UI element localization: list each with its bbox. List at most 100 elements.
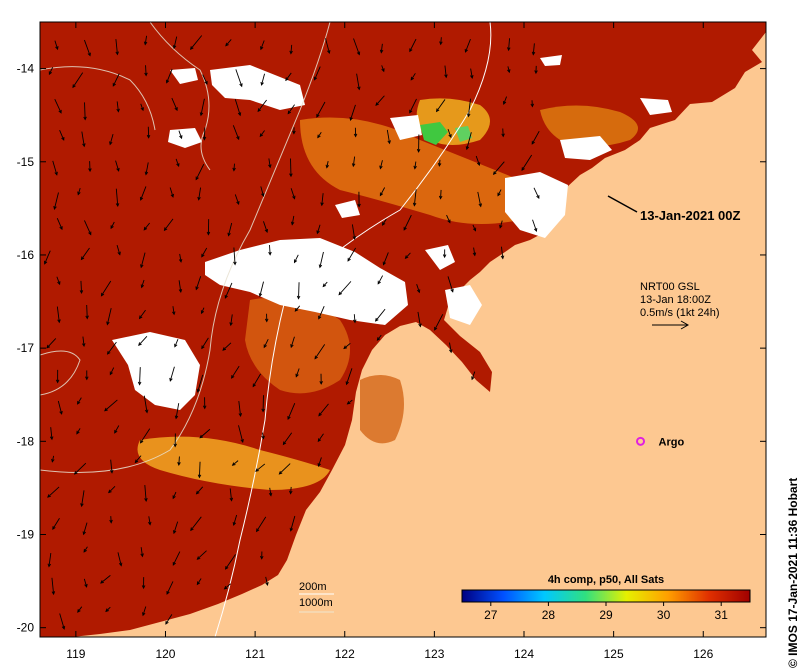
current-vector-head [282, 441, 287, 446]
current-vector-head [252, 383, 256, 388]
current-vector-head [382, 261, 387, 266]
current-vector [140, 428, 151, 444]
current-vector [409, 38, 417, 52]
current-vector-head [118, 562, 123, 567]
current-vector-head [289, 527, 294, 532]
current-vector-head [346, 401, 351, 405]
current-vector [52, 160, 58, 175]
current-vector-head [465, 146, 470, 151]
current-vector [261, 73, 265, 86]
title-leader-line [607, 195, 638, 213]
current-vector [521, 154, 533, 171]
current-vector [47, 486, 60, 498]
current-vector [379, 160, 383, 169]
current-vector-head [530, 103, 535, 108]
current-vector [263, 339, 269, 348]
current-vector-head [179, 135, 183, 140]
current-vector [190, 35, 203, 50]
current-vector [233, 247, 236, 265]
current-vector [316, 224, 321, 234]
current-vector-head [317, 438, 322, 443]
current-vector [353, 38, 360, 55]
sst-patch-green [420, 122, 448, 145]
current-vector-head [227, 232, 231, 237]
current-vector-head [206, 231, 211, 236]
current-vector [252, 373, 261, 387]
current-vector-head [314, 355, 318, 360]
current-vector-head [143, 41, 148, 46]
current-vector [110, 221, 115, 229]
current-vector [287, 403, 296, 420]
current-vector-head [416, 148, 421, 153]
current-vector [59, 129, 65, 141]
current-vector [238, 425, 244, 443]
current-vector [380, 43, 383, 53]
current-vector-head [536, 195, 540, 200]
current-vector [269, 487, 272, 496]
current-vector-head [61, 136, 65, 141]
current-vector [268, 158, 271, 168]
current-vector-head [172, 45, 177, 50]
current-vector [104, 399, 118, 412]
current-vector-head [173, 530, 177, 535]
current-vector [269, 244, 271, 255]
current-vector-head [174, 343, 178, 348]
current-vector-head [82, 343, 86, 348]
current-vector-head [199, 434, 204, 439]
current-vector-head [260, 81, 264, 86]
current-vector-head [195, 176, 199, 181]
bathymetry-contour-1000m [149, 22, 211, 171]
current-vector [134, 455, 142, 463]
current-vector [116, 245, 121, 255]
current-vector [290, 188, 296, 199]
bathymetry-contour-1000m [40, 66, 156, 131]
current-vector-head [140, 553, 144, 558]
current-vector [410, 73, 416, 81]
current-vector [294, 305, 301, 312]
current-vector-head [201, 345, 205, 350]
current-vector-head [201, 253, 205, 258]
current-vector [232, 125, 240, 140]
current-vector [196, 486, 204, 495]
current-vector-head [172, 561, 176, 566]
current-vector-head [502, 100, 507, 105]
current-vector [413, 189, 417, 206]
current-vector [224, 583, 231, 590]
current-vector-head [229, 497, 234, 502]
current-vector-head [289, 50, 293, 55]
current-vector [467, 98, 471, 117]
current-vector-head [379, 165, 383, 170]
cloud-mask [335, 200, 360, 218]
x-tick-label: 123 [424, 647, 444, 661]
current-vector-head [381, 68, 385, 73]
colorbar-tick-label: 28 [542, 608, 556, 622]
current-vector [143, 395, 148, 413]
current-vector [173, 521, 179, 534]
current-vector [255, 463, 266, 472]
current-vector-head [202, 405, 207, 410]
current-vector-head [255, 468, 259, 472]
current-vector-head [59, 226, 63, 231]
current-vector-head [51, 591, 56, 596]
current-vector [260, 186, 264, 197]
current-vector [434, 314, 444, 331]
cloud-mask [170, 68, 198, 84]
current-vector [436, 99, 446, 112]
current-vector-head [403, 226, 407, 231]
colorbar-title: 4h comp, p50, All Sats [548, 574, 664, 586]
current-vector-head [52, 526, 56, 530]
current-vector-head [190, 527, 194, 532]
current-vector-head [268, 492, 273, 497]
current-vector-head [138, 342, 142, 346]
current-vector-head [109, 519, 113, 524]
current-vector [179, 253, 182, 263]
current-vector-head [141, 585, 146, 590]
current-vector [338, 281, 352, 295]
x-tick-label: 124 [514, 647, 534, 661]
current-vector [112, 73, 120, 87]
current-vector-head [110, 225, 114, 230]
current-vector-head [58, 109, 62, 114]
current-vectors [44, 35, 540, 630]
current-vector [470, 68, 473, 79]
current-vector [114, 425, 120, 434]
